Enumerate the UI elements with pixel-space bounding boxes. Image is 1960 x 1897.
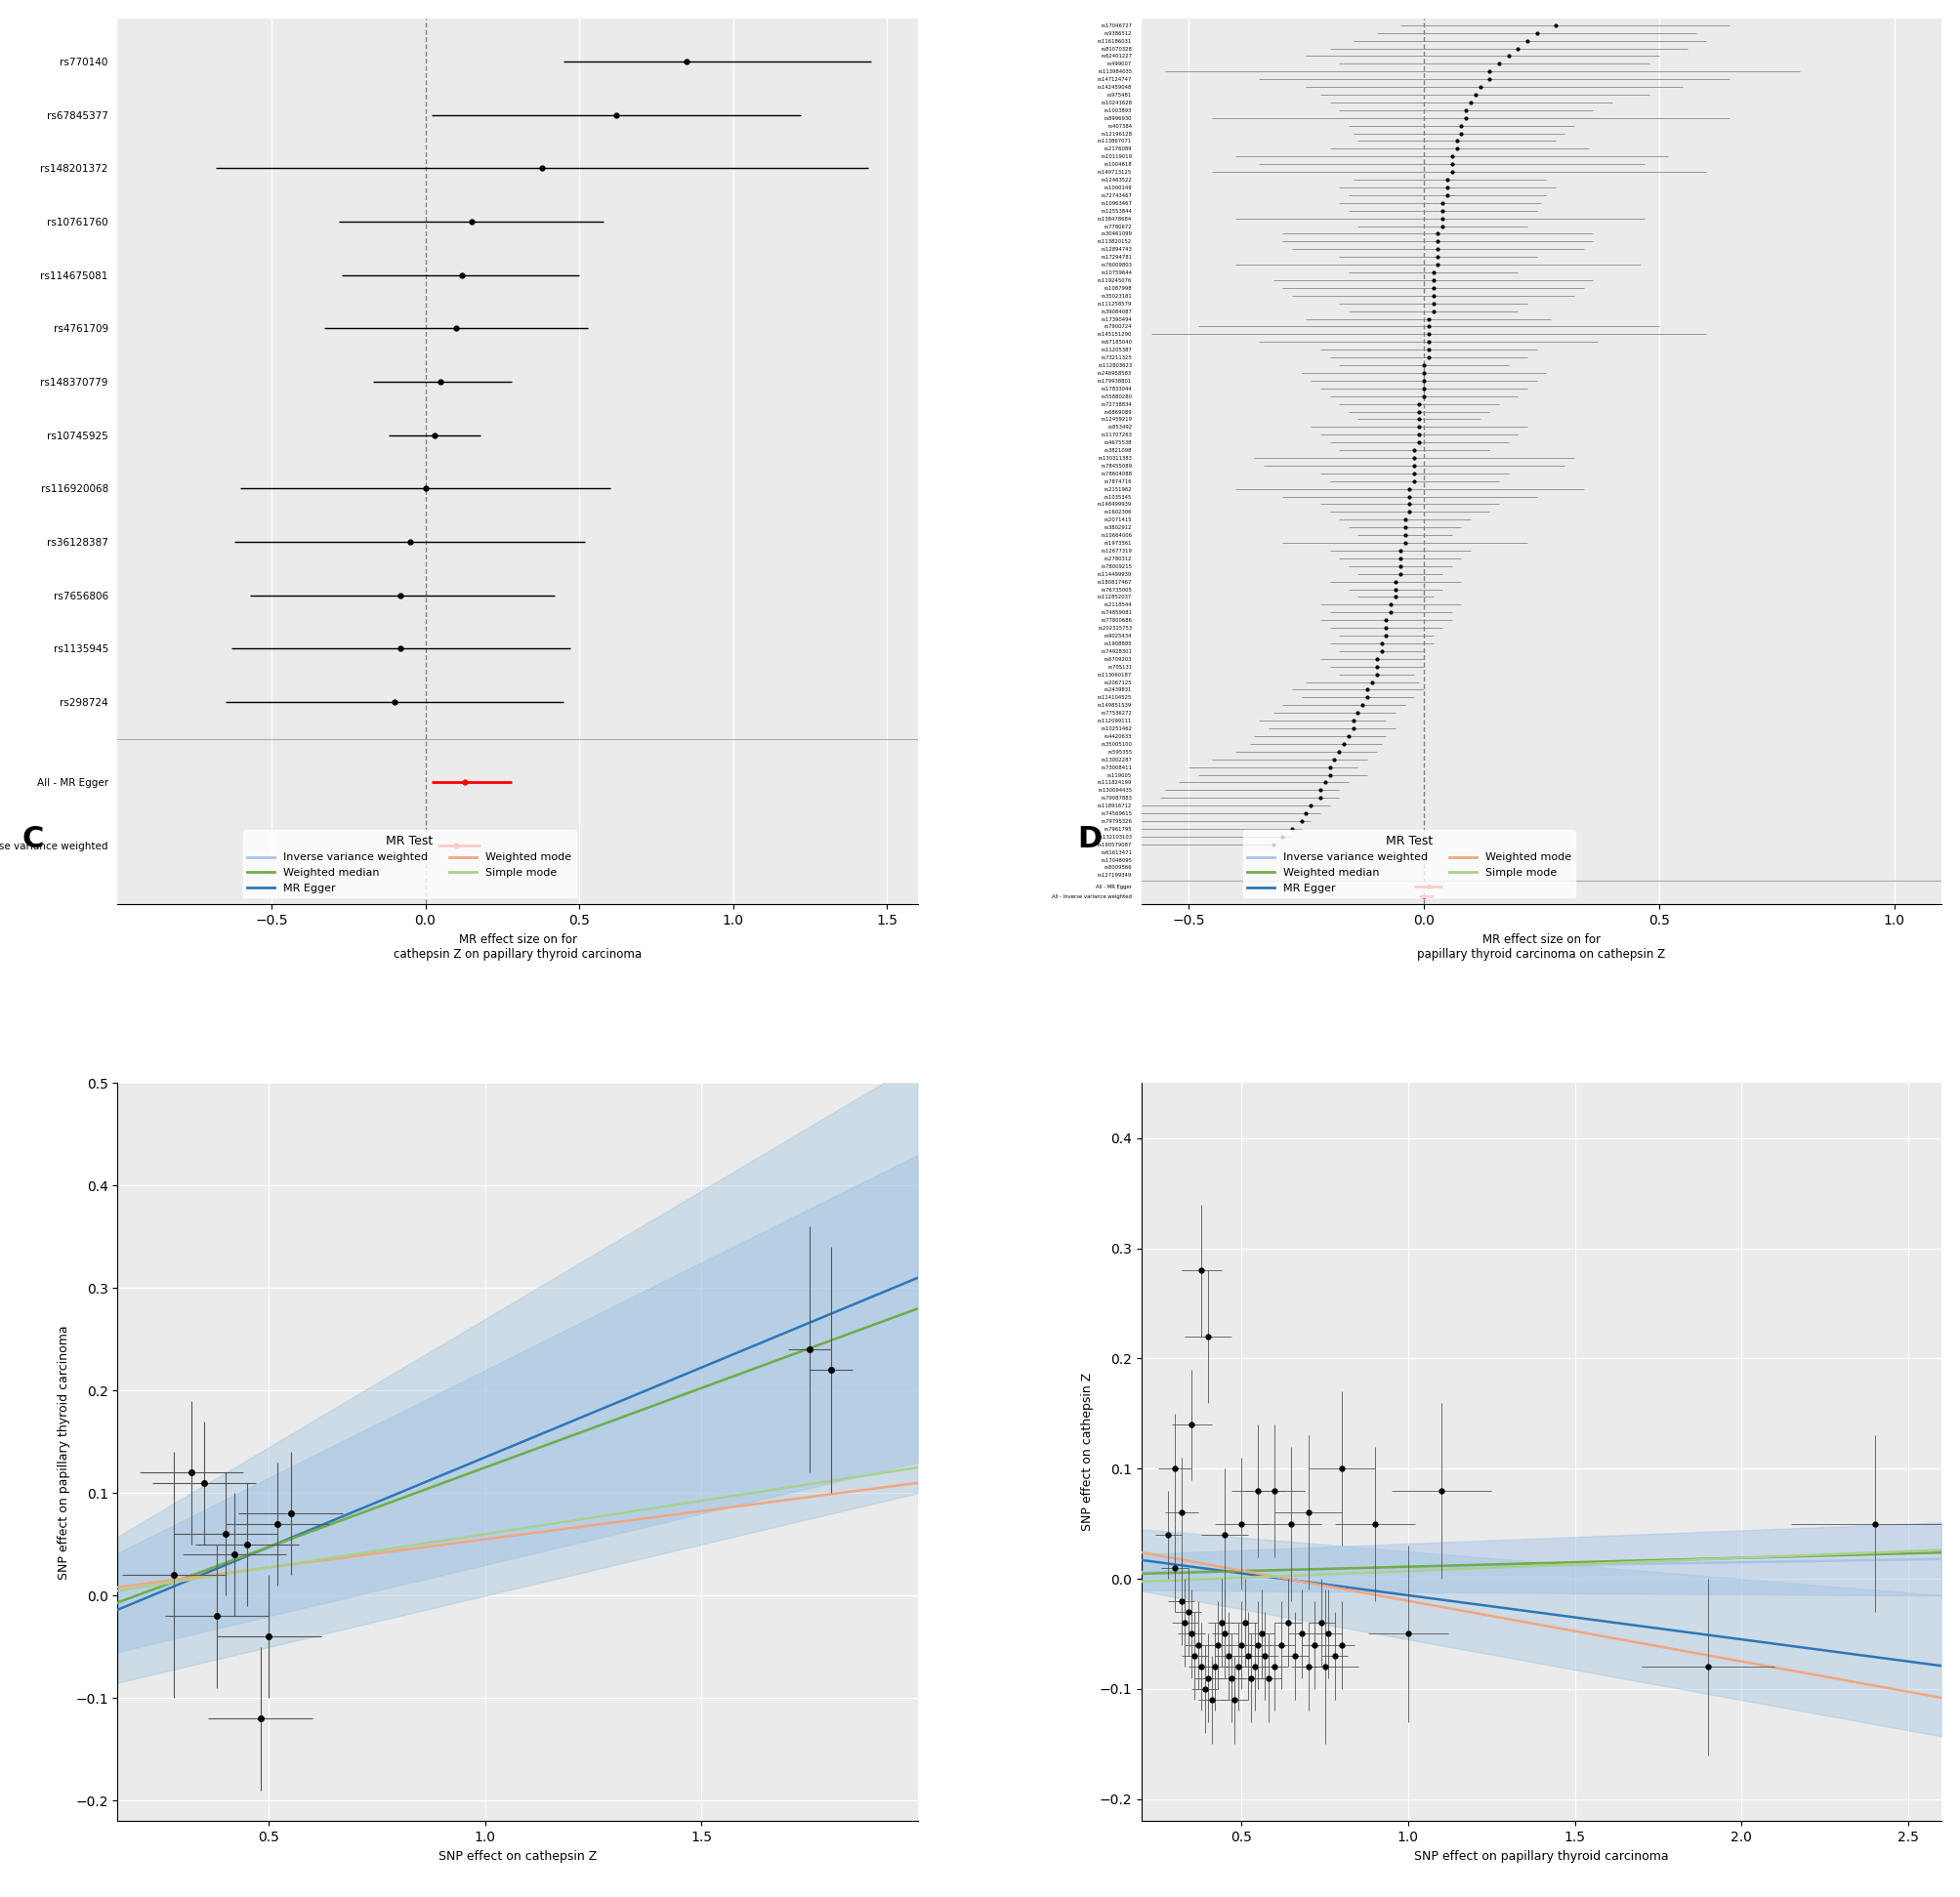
Text: C: C: [22, 825, 43, 854]
Text: D: D: [1076, 825, 1102, 854]
X-axis label: SNP effect on cathepsin Z: SNP effect on cathepsin Z: [439, 1850, 596, 1863]
Legend: Inverse variance weighted, Weighted median, MR Egger, Weighted mode, Simple mode: Inverse variance weighted, Weighted medi…: [1243, 831, 1574, 897]
X-axis label: MR effect size on for
cathepsin Z on papillary thyroid carcinoma: MR effect size on for cathepsin Z on pap…: [394, 933, 641, 960]
X-axis label: SNP effect on papillary thyroid carcinoma: SNP effect on papillary thyroid carcinom…: [1413, 1850, 1668, 1863]
Legend: Inverse variance weighted, Weighted median, MR Egger, Weighted mode, Simple mode: Inverse variance weighted, Weighted medi…: [243, 831, 576, 897]
X-axis label: MR effect size on for
papillary thyroid carcinoma on cathepsin Z: MR effect size on for papillary thyroid …: [1417, 933, 1664, 960]
Y-axis label: SNP effect on cathepsin Z: SNP effect on cathepsin Z: [1080, 1373, 1094, 1531]
Y-axis label: SNP effect on papillary thyroid carcinoma: SNP effect on papillary thyroid carcinom…: [57, 1324, 71, 1580]
